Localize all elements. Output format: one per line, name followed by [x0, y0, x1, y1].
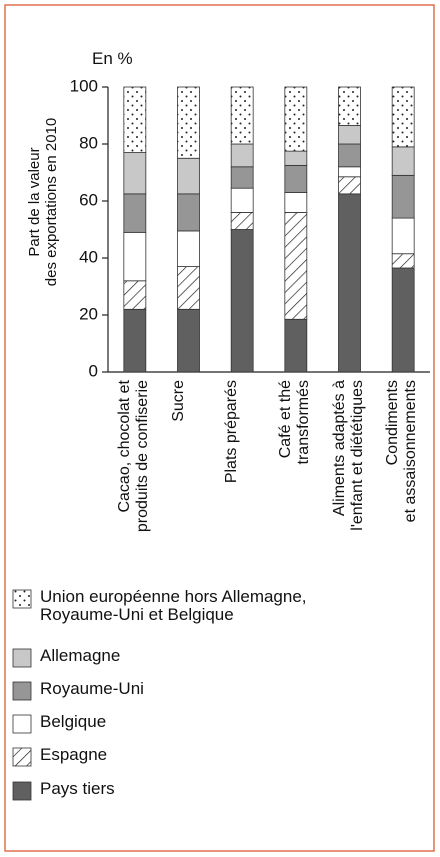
bar-segment — [338, 143, 361, 168]
bar-segment — [230, 166, 254, 189]
y-axis-title: Part de la valeur des exportations en 20… — [26, 117, 60, 287]
bar-segment — [284, 150, 308, 166]
y-tick-label: 100 — [70, 76, 98, 95]
y-tick-label: 40 — [79, 247, 98, 266]
x-tick-label: Plats préparés — [223, 380, 241, 484]
bar-segment — [177, 157, 200, 195]
bar-segment — [391, 267, 415, 373]
bar-segment — [123, 152, 147, 195]
bar-segment — [391, 146, 415, 176]
legend-label: Pays tiers — [40, 779, 115, 798]
bar-segment — [177, 193, 200, 232]
y-tick-label: 20 — [79, 304, 98, 323]
bar-segment — [391, 174, 415, 219]
bar-segment — [338, 125, 361, 145]
bar-segment — [123, 86, 147, 153]
bar-segment — [123, 308, 147, 373]
legend-label: Espagne — [40, 745, 108, 764]
x-tick-label: Cacao, chocolat et produits de confiseri… — [115, 380, 151, 533]
frame — [4, 4, 435, 852]
bar-segment — [123, 193, 147, 233]
bar-segment — [284, 164, 308, 193]
legend-swatch — [12, 781, 32, 801]
bar-segment — [284, 86, 308, 152]
bar-segment — [230, 86, 254, 145]
bar-segment — [391, 253, 415, 269]
bar-segment — [391, 217, 415, 255]
bar-segment — [123, 280, 147, 310]
bar-segment — [177, 230, 200, 267]
legend-swatch — [12, 747, 32, 767]
x-tick-label: Café et thé transformés — [276, 380, 312, 465]
bar-segment — [284, 211, 308, 320]
bar-segment — [284, 192, 308, 213]
bar-segment — [230, 229, 254, 373]
bar-segment — [284, 318, 308, 373]
x-tick-label: Sucre — [169, 380, 187, 422]
legend-label: Belgique — [40, 712, 107, 731]
bar-segment — [338, 176, 361, 195]
bar-segment — [338, 166, 361, 178]
legend-swatch — [12, 648, 32, 668]
x-tick-label: Condiments et assaisonnements — [384, 380, 419, 523]
legend-swatch — [12, 681, 32, 701]
y-tick-label: 60 — [79, 190, 98, 209]
bar-segment — [338, 86, 361, 126]
bar-segment — [177, 266, 200, 310]
legend-swatch — [12, 589, 32, 609]
bar-segment — [230, 143, 254, 168]
bar-segment — [177, 308, 200, 373]
x-tick-label: Aliments adaptés à l'enfant et diététiqu… — [330, 380, 366, 531]
y-tick-label: 80 — [79, 133, 98, 152]
bar-segment — [230, 211, 254, 230]
bar-segment — [123, 231, 147, 282]
bar-segment — [391, 86, 415, 148]
legend-label: Royaume-Uni — [40, 679, 144, 698]
y-tick-label: 0 — [89, 361, 98, 380]
legend-swatch — [12, 714, 32, 734]
bar-segment — [177, 86, 200, 159]
unit-label: En % — [92, 49, 133, 68]
bar-segment — [338, 193, 361, 373]
bar-segment — [230, 187, 254, 213]
legend-label: Union européenne hors Allemagne, Royaume… — [40, 587, 307, 624]
legend-label: Allemagne — [40, 646, 121, 665]
